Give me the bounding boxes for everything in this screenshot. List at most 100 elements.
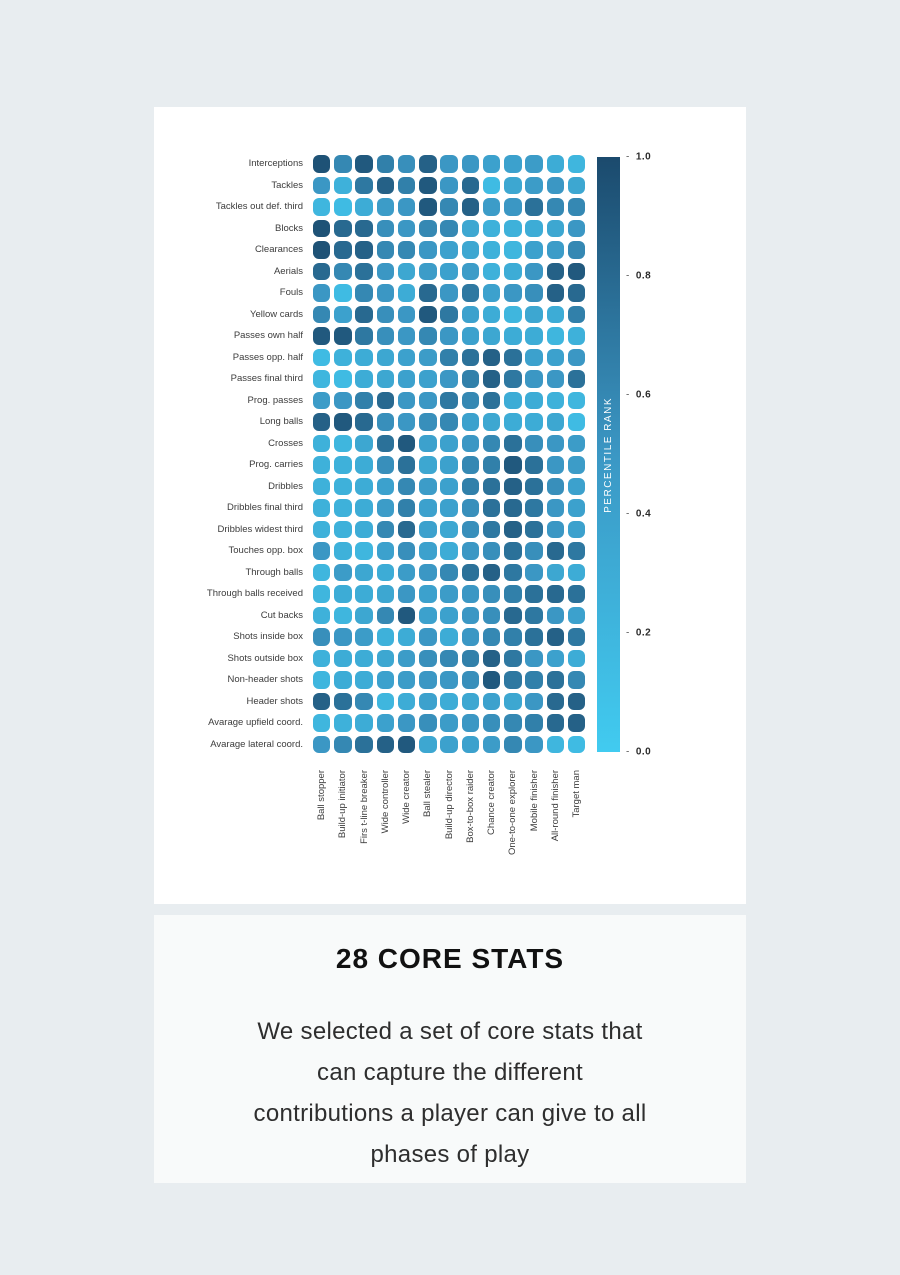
heatmap-cell: [504, 714, 522, 732]
heatmap-cell: [440, 456, 458, 474]
heatmap-cell: [504, 434, 522, 452]
heatmap-cell: [355, 628, 373, 646]
heatmap-cell: [397, 413, 416, 431]
heatmap-cell: [397, 649, 416, 667]
heatmap-cell: [312, 348, 331, 366]
heatmap-cell: [567, 219, 586, 237]
heatmap-cell: [567, 456, 586, 474]
heatmap-cell: [525, 499, 543, 517]
heatmap-cell: [334, 155, 352, 173]
row-label: Shots outside box: [227, 652, 303, 664]
heatmap-cell: [419, 542, 437, 560]
heatmap-cell: [419, 284, 437, 302]
heatmap-cell: [355, 477, 373, 495]
heatmap-cell: [546, 241, 565, 259]
column-label: Wide creator: [401, 770, 413, 824]
heatmap-cell: [461, 671, 480, 689]
heatmap-cell: [355, 348, 373, 366]
column-label: Mobile finisher: [528, 770, 540, 832]
heatmap-cell: [440, 305, 458, 323]
heatmap-cell: [525, 585, 543, 603]
heatmap-cell: [312, 155, 331, 173]
heatmap-cell: [567, 262, 586, 280]
heatmap-cell: [355, 219, 373, 237]
heatmap-cell: [334, 563, 352, 581]
heatmap-cell: [376, 628, 395, 646]
heatmap-cell: [334, 198, 352, 216]
heatmap-cell: [546, 563, 565, 581]
heatmap-cell: [504, 305, 522, 323]
heatmap-cell: [376, 327, 395, 345]
heatmap-cell: [461, 176, 480, 194]
heatmap-cell: [334, 735, 352, 753]
heatmap-cell: [397, 348, 416, 366]
heatmap-cell: [546, 520, 565, 538]
heatmap-cell: [461, 305, 480, 323]
heatmap-cell: [376, 219, 395, 237]
heatmap-cell: [397, 735, 416, 753]
heatmap-cell: [504, 628, 522, 646]
heatmap-cell: [546, 628, 565, 646]
heatmap-cell: [482, 305, 501, 323]
heatmap-cell: [397, 714, 416, 732]
heatmap-cell: [546, 434, 565, 452]
heatmap-cell: [334, 370, 352, 388]
heatmap-cell: [440, 628, 458, 646]
heatmap-cell: [397, 434, 416, 452]
heatmap-cell: [525, 198, 543, 216]
heatmap-cell: [546, 413, 565, 431]
heatmap-cell: [504, 284, 522, 302]
heatmap-cell: [334, 520, 352, 538]
heatmap-cell: [397, 628, 416, 646]
heatmap-cell: [419, 327, 437, 345]
row-label: Prog. passes: [247, 394, 303, 406]
heatmap-cell: [312, 563, 331, 581]
row-label: Non-header shots: [227, 674, 303, 685]
heatmap-cell: [525, 671, 543, 689]
heatmap-cell: [397, 477, 416, 495]
heatmap-cell: [397, 606, 416, 624]
heatmap-cell: [419, 305, 437, 323]
heatmap-cell: [482, 370, 501, 388]
heatmap-cell: [376, 649, 395, 667]
heatmap-cell: [461, 714, 480, 732]
column-label: Wide controller: [379, 770, 391, 834]
heatmap-cell: [312, 284, 331, 302]
heatmap-cell: [504, 456, 522, 474]
heatmap-cell: [546, 542, 565, 560]
column-label: Box-to-box raider: [464, 770, 476, 843]
heatmap-cell: [482, 692, 501, 710]
heatmap-cell: [461, 542, 480, 560]
heatmap-cell: [482, 714, 501, 732]
heatmap-cell: [546, 305, 565, 323]
heatmap-cell: [546, 155, 565, 173]
heatmap-cell: [525, 155, 543, 173]
heatmap-cell: [334, 391, 352, 409]
heatmap-cell: [525, 714, 543, 732]
row-label: Avarage upfield coord.: [208, 717, 303, 728]
heatmap-cell: [376, 563, 395, 581]
heatmap-cell: [312, 477, 331, 495]
colorbar-tick: -0.4: [626, 508, 652, 520]
heatmap-cell: [376, 671, 395, 689]
heatmap-cell: [504, 391, 522, 409]
heatmap-cell: [440, 198, 458, 216]
heatmap-cell: [397, 176, 416, 194]
heatmap-cell: [419, 413, 437, 431]
row-label: Through balls: [245, 566, 303, 578]
heatmap-cell: [312, 520, 331, 538]
row-label: Passes opp. half: [232, 351, 303, 363]
heatmap-cell: [461, 155, 480, 173]
heatmap-cell: [419, 735, 437, 753]
heatmap-cell: [376, 714, 395, 732]
heatmap-cell: [312, 735, 331, 753]
heatmap-cell: [461, 520, 480, 538]
heatmap-cell: [355, 413, 373, 431]
caption-line: We selected a set of core stats that: [257, 1018, 643, 1045]
heatmap-cell: [376, 585, 395, 603]
heatmap-cell: [376, 391, 395, 409]
heatmap-cell: [440, 370, 458, 388]
heatmap-cell: [546, 735, 565, 753]
heatmap-cell: [334, 671, 352, 689]
